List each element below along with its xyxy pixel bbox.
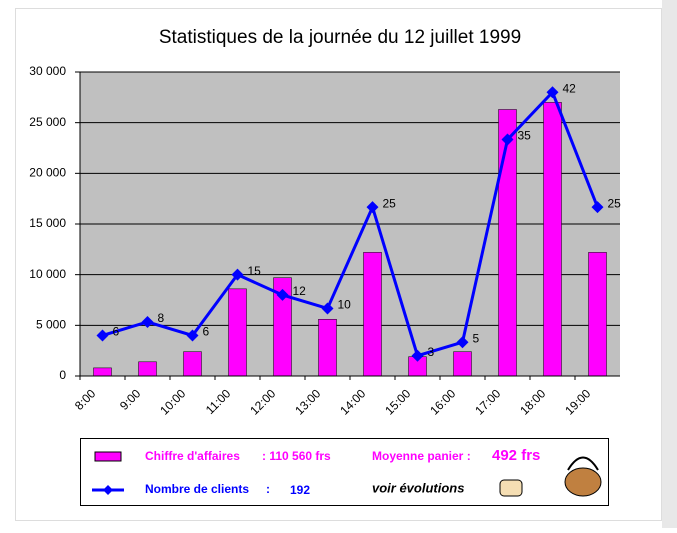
chart: Statistiques de la journée du 12 juillet… [0, 0, 677, 528]
legend-label: Chiffre d'affaires [145, 449, 240, 463]
data-label: 42 [563, 81, 577, 95]
data-label: 12 [293, 284, 307, 298]
bar [184, 352, 202, 376]
bar [589, 252, 607, 376]
legend-colon: : [266, 482, 270, 496]
data-label: 3 [428, 345, 435, 359]
basket-label: Moyenne panier : [372, 449, 471, 463]
y-tick-label: 30 000 [29, 64, 66, 78]
data-label: 6 [113, 325, 120, 339]
data-label: 15 [248, 264, 262, 278]
bar [499, 109, 517, 376]
hand-icon[interactable] [500, 480, 522, 496]
y-tick-label: 15 000 [29, 216, 66, 230]
bar [364, 252, 382, 376]
data-label: 8 [158, 311, 165, 325]
data-label: 6 [203, 325, 210, 339]
side-strip [662, 0, 677, 528]
clients-value: 192 [290, 483, 310, 497]
y-tick-label: 5 000 [36, 318, 66, 332]
link[interactable]: voir évolutions [372, 480, 464, 495]
y-tick-label: 20 000 [29, 166, 66, 180]
data-label: 35 [518, 129, 532, 143]
legend-label: Nombre de clients [145, 482, 249, 496]
bar [319, 319, 337, 376]
data-label: 5 [473, 331, 480, 345]
bar [454, 352, 472, 376]
legend-swatch-bar [95, 452, 121, 461]
y-tick-label: 10 000 [29, 267, 66, 281]
legend-total: : 110 560 frs [262, 449, 331, 463]
basket-shape [565, 468, 601, 496]
chart-title: Statistiques de la journée du 12 juillet… [159, 27, 521, 48]
y-tick-label: 0 [59, 368, 66, 382]
bar [94, 368, 112, 376]
y-tick-label: 25 000 [29, 115, 66, 129]
data-label: 25 [383, 196, 397, 210]
data-label: 25 [608, 196, 622, 210]
bar [229, 289, 247, 376]
basket-value: 492 frs [492, 447, 540, 464]
bar [139, 362, 157, 376]
data-label: 10 [338, 298, 352, 312]
bar [544, 102, 562, 376]
hand-shape [500, 480, 522, 496]
